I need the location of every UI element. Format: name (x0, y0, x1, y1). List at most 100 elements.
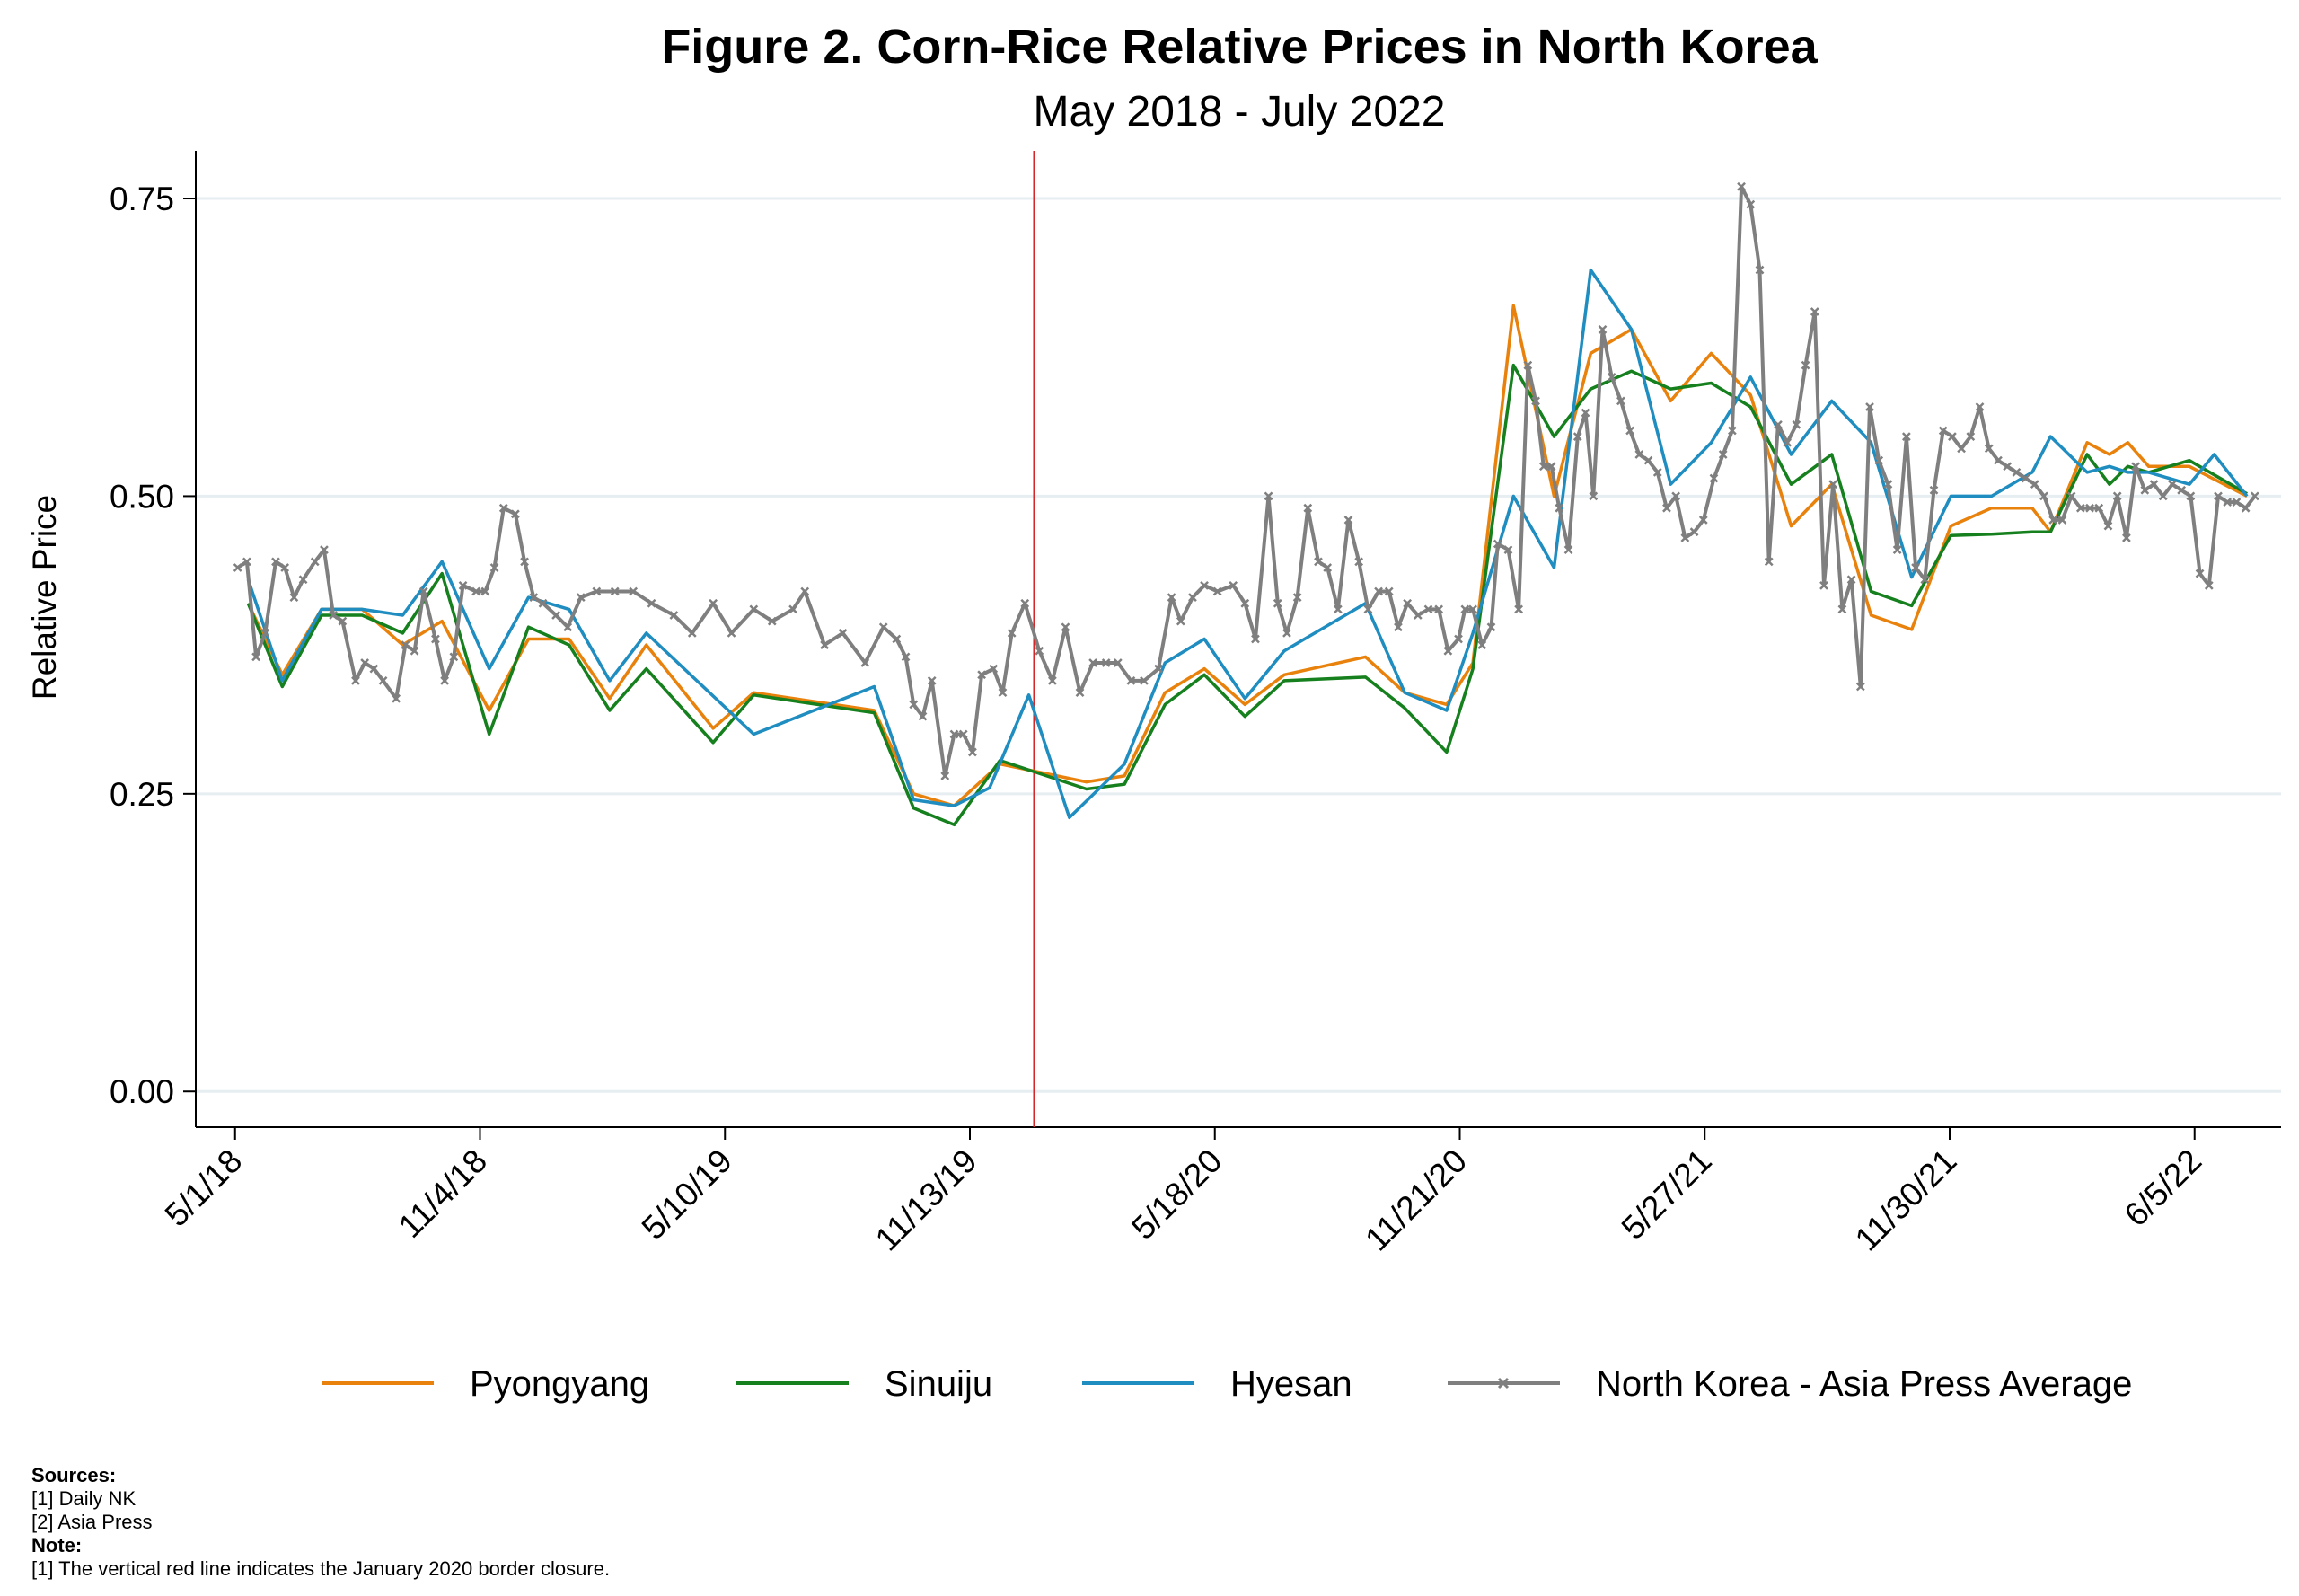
data-point-marker (378, 676, 388, 685)
data-point-marker (2250, 491, 2259, 501)
data-point-marker (1167, 593, 1176, 602)
data-point-marker (1865, 402, 1874, 411)
data-point-marker (351, 676, 360, 685)
data-point-marker (1874, 455, 1884, 465)
data-point-marker (1892, 545, 1902, 554)
data-point-marker (2168, 480, 2177, 489)
data-point-marker (1883, 480, 1893, 489)
x-tick-label: 11/21/20 (1358, 1142, 1474, 1258)
data-point-marker (1523, 360, 1533, 370)
data-point-marker (800, 586, 810, 596)
data-point-marker (1828, 480, 1838, 489)
data-point-marker (749, 604, 759, 614)
data-point-marker (1598, 324, 1608, 334)
legend-label: North Korea - Asia Press Average (1596, 1364, 2132, 1404)
x-tick-label: 5/18/20 (1124, 1142, 1229, 1247)
data-point-marker (1264, 491, 1273, 501)
data-point-marker (1354, 557, 1364, 567)
data-point-marker (2075, 503, 2085, 513)
data-point-marker (1555, 503, 1564, 513)
data-point-marker (1514, 604, 1524, 614)
data-point-marker (1113, 658, 1123, 667)
sources-label: Sources: (31, 1464, 117, 1486)
series-lines (233, 181, 2259, 827)
data-point-marker (1698, 516, 1708, 525)
data-point-marker (1282, 628, 1291, 638)
data-point-marker (1333, 604, 1343, 614)
data-point-marker (480, 586, 490, 596)
legend: Pyongyang Sinuiju Hyesan North Korea - Asia… (322, 1364, 2132, 1404)
data-point-marker (1581, 408, 1590, 418)
data-point-marker (520, 557, 529, 567)
notes-block: Sources: [1] Daily NK [2] Asia Press Not… (31, 1464, 610, 1581)
series-line (236, 184, 2257, 778)
data-point-marker (1855, 682, 1865, 692)
data-point-marker (1957, 444, 1967, 454)
data-point-marker (1531, 396, 1540, 406)
data-point-marker (2140, 485, 2150, 495)
data-point-marker (1709, 473, 1719, 483)
data-point-marker (1035, 646, 1044, 656)
data-point-marker (820, 640, 829, 650)
data-point-marker (431, 634, 440, 644)
data-point-marker (1323, 563, 1333, 572)
data-point-marker (233, 563, 242, 572)
data-point-marker (1443, 646, 1453, 656)
data-point-marker (1662, 503, 1671, 513)
data-point-marker (242, 557, 251, 567)
data-point-marker (1783, 437, 1793, 447)
data-point-marker (289, 593, 299, 602)
data-point-marker (2112, 491, 2122, 501)
legend-label: Hyesan (1230, 1364, 1352, 1404)
legend-marker (1497, 1377, 1510, 1389)
data-point-marker (1374, 586, 1383, 596)
data-point-marker (2030, 480, 2039, 489)
data-point-marker (687, 628, 697, 638)
data-point-marker (940, 772, 950, 780)
data-point-marker (2186, 491, 2196, 501)
data-point-marker (1477, 640, 1487, 650)
data-point-marker (1792, 420, 1801, 429)
data-point-marker (2158, 491, 2168, 501)
data-point-marker (2048, 516, 2058, 525)
source-1: [1] Daily NK (31, 1487, 137, 1510)
data-point-marker (788, 604, 797, 614)
data-point-marker (610, 586, 620, 596)
data-point-marker (1468, 604, 1477, 614)
data-point-marker (2214, 491, 2223, 501)
data-point-marker (1616, 396, 1625, 406)
data-point-marker (1088, 658, 1097, 667)
note-1: [1] The vertical red line indicates the … (31, 1557, 611, 1580)
data-point-marker (1154, 664, 1163, 674)
data-point-marker (767, 616, 777, 626)
data-point-marker (418, 586, 428, 596)
data-point-marker (1212, 586, 1222, 596)
data-point-marker (1493, 539, 1502, 549)
data-point-marker (1188, 593, 1197, 602)
data-point-marker (1727, 426, 1737, 436)
data-point-marker (2012, 468, 2022, 477)
series-line (246, 268, 2249, 820)
data-point-marker (1240, 598, 1250, 608)
data-point-marker (529, 593, 539, 602)
chart-subtitle: May 2018 - July 2022 (1034, 88, 1446, 136)
data-point-marker (2241, 503, 2251, 513)
data-point-marker (669, 611, 679, 620)
data-point-marker (1689, 527, 1699, 537)
data-point-marker (1048, 676, 1057, 685)
data-point-marker (629, 586, 639, 596)
data-point-marker (458, 580, 468, 590)
data-point-marker (1625, 426, 1634, 436)
data-point-marker (2066, 491, 2076, 501)
data-point-marker (2039, 491, 2048, 501)
data-point-marker (1101, 658, 1111, 667)
data-point-marker (538, 598, 548, 608)
data-point-marker (498, 503, 508, 513)
data-point-marker (1126, 676, 1136, 685)
x-tick-label: 5/27/21 (1615, 1142, 1719, 1247)
data-point-marker (1314, 557, 1323, 567)
data-point-marker (1434, 604, 1444, 614)
data-point-marker (2177, 485, 2187, 495)
data-point-marker (2195, 569, 2205, 578)
